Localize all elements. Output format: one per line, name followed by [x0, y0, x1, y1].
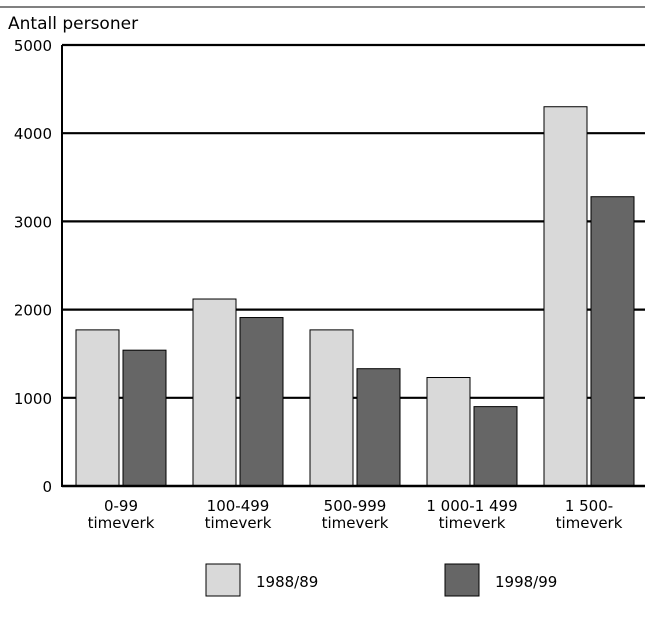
- legend-swatch: [205, 563, 241, 597]
- legend-label: 1988/89: [256, 573, 318, 591]
- legend-label: 1998/99: [495, 573, 557, 591]
- x-tick-label: timeverk: [556, 514, 623, 532]
- x-tick-label: timeverk: [88, 514, 155, 532]
- y-tick-labels: 0 1000 2000 3000 4000 5000: [14, 37, 52, 496]
- bars: [75, 106, 635, 487]
- bar-series1: [309, 329, 354, 487]
- x-tick-label: 1 500-: [565, 497, 613, 515]
- bar-series2: [590, 196, 635, 487]
- bar-series1: [192, 298, 237, 487]
- axes: [61, 45, 645, 488]
- bar-series2: [122, 349, 167, 487]
- bar-series1: [543, 106, 588, 487]
- y-tick-label: 5000: [14, 37, 52, 55]
- legend: 1988/89 1998/99: [205, 563, 557, 597]
- x-tick-label: 500-999: [324, 497, 387, 515]
- x-tick-label: timeverk: [439, 514, 506, 532]
- x-tick-labels: 0-99timeverk100-499timeverk500-999timeve…: [88, 497, 623, 532]
- bar-series1: [426, 377, 471, 487]
- bar-series2: [239, 317, 284, 487]
- x-tick-label: timeverk: [205, 514, 272, 532]
- bar-series2: [473, 406, 518, 487]
- x-tick-label: timeverk: [322, 514, 389, 532]
- x-tick-label: 0-99: [104, 497, 138, 515]
- y-tick-label: 1000: [14, 390, 52, 408]
- y-tick-label: 0: [42, 478, 52, 496]
- y-tick-label: 3000: [14, 213, 52, 231]
- x-tick-label: 100-499: [207, 497, 270, 515]
- bar-series2: [356, 368, 401, 487]
- y-axis-label: Antall personer: [8, 14, 138, 34]
- y-tick-label: 4000: [14, 125, 52, 143]
- bar-series1: [75, 329, 120, 487]
- y-tick-label: 2000: [14, 302, 52, 320]
- x-tick-label: 1 000-1 499: [426, 497, 517, 515]
- legend-swatch: [444, 563, 480, 597]
